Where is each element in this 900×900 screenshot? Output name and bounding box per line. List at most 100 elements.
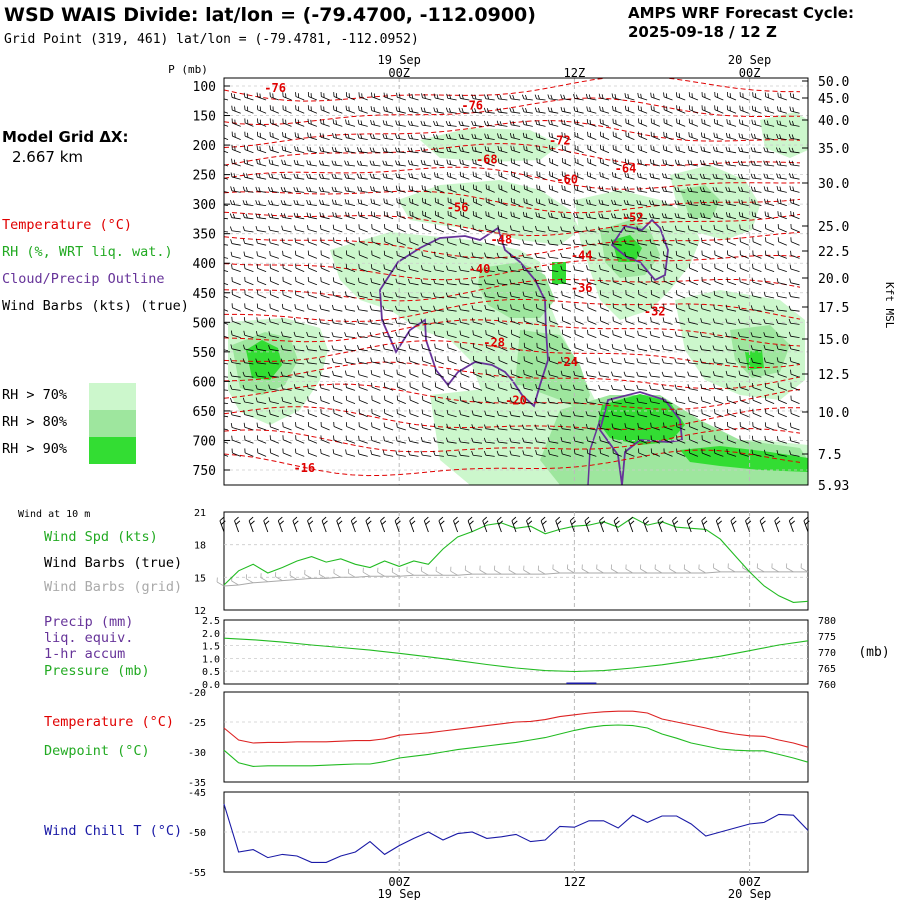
- wind-barb: [369, 173, 381, 180]
- wind-barb: [420, 107, 432, 114]
- wind-barb: [612, 118, 622, 127]
- wind-barb: [763, 318, 775, 325]
- wind-barb: [224, 320, 229, 325]
- wind-barb: [737, 345, 749, 352]
- wind-barb: [306, 345, 317, 352]
- wind-barb: [510, 197, 521, 206]
- true-wind-barb: [438, 516, 445, 533]
- wind-barb: [307, 92, 318, 101]
- wind-barb: [560, 370, 571, 378]
- wind-barb: [547, 212, 559, 220]
- wind-barb: [320, 448, 330, 457]
- wind-barb: [356, 173, 368, 180]
- wind-barb: [547, 384, 559, 391]
- bottom-time-tick-label: 00Z: [388, 875, 410, 889]
- wind-barb: [611, 93, 622, 101]
- grid-wind-barb: [727, 563, 736, 573]
- wind-barb: [713, 383, 724, 391]
- wind-barb: [485, 197, 495, 206]
- wind-barb: [408, 422, 419, 431]
- wind-barb: [243, 330, 254, 338]
- wind-barb: [224, 388, 229, 391]
- wind-barb: [738, 211, 749, 220]
- wind-barb: [548, 370, 559, 378]
- wind-barb: [561, 329, 572, 338]
- wind-barb: [282, 435, 292, 444]
- wind-barb: [701, 118, 711, 127]
- wind-barb: [752, 422, 762, 431]
- wind-barb: [752, 224, 762, 233]
- wind-barb: [536, 356, 546, 365]
- wind-barb: [739, 224, 749, 233]
- wind-barb: [649, 226, 660, 233]
- wind-barb: [472, 171, 483, 180]
- wind-barb: [648, 371, 660, 378]
- wind-barb: [674, 225, 686, 233]
- wind-barb: [420, 278, 432, 286]
- wind-barb: [509, 450, 521, 457]
- wind-barb: [790, 395, 800, 404]
- chart-title: WSD WAIS Divide: lat/lon = (-79.4700, -1…: [4, 4, 536, 26]
- wind-barb: [775, 318, 787, 325]
- wind-barb: [269, 263, 279, 272]
- wind-barb: [371, 92, 381, 101]
- wind-barb: [649, 384, 660, 391]
- wind-barb: [295, 250, 305, 259]
- wind-barb: [255, 200, 267, 206]
- wind-barb: [224, 361, 229, 365]
- wind-barb: [725, 199, 737, 206]
- wind-barb: [789, 198, 800, 206]
- wind-barb: [421, 356, 432, 365]
- wind-barb: [777, 224, 787, 233]
- wind-barb: [369, 147, 381, 154]
- wind-barb: [244, 303, 254, 312]
- wind10m-panel-title: Wind at 10 m: [18, 509, 91, 520]
- true-wind-barb: [263, 516, 270, 533]
- wind-barb: [598, 213, 610, 220]
- wind-barb: [662, 173, 673, 180]
- wind-barb: [224, 149, 229, 154]
- wind-barb: [650, 251, 660, 259]
- wind-barb: [509, 424, 521, 431]
- wind-barb: [344, 199, 356, 206]
- wind-barb: [739, 422, 749, 431]
- bottom-time-tick-label: 12Z: [564, 875, 586, 889]
- wind-barb: [751, 435, 762, 444]
- wind-barb: [725, 146, 737, 154]
- wind-barb: [790, 224, 800, 233]
- cross-section-panel-frame: [223, 77, 809, 486]
- wind-barb: [319, 370, 330, 378]
- wind-barb: [776, 278, 787, 286]
- wind-barb: [649, 358, 660, 365]
- wind-barb: [676, 263, 686, 272]
- legend-wind-speed: Wind Spd (kts): [44, 529, 158, 545]
- wind-barb: [409, 224, 419, 233]
- wind-barb: [396, 382, 406, 391]
- wind-barb: [358, 408, 368, 418]
- wind-barb: [549, 329, 559, 338]
- pressure-line: [223, 637, 809, 673]
- wind-barb: [483, 94, 495, 101]
- wind-barb: [331, 318, 343, 325]
- wind-barb: [561, 132, 572, 140]
- wind-barb: [281, 145, 292, 154]
- wind-barb: [790, 237, 800, 246]
- wind-barb: [307, 409, 318, 418]
- wind-barb: [433, 423, 444, 431]
- wind-barb: [650, 145, 660, 154]
- wind-barb: [547, 226, 559, 233]
- wind-barb: [587, 329, 597, 338]
- grid-wind-speed-line: [223, 571, 808, 587]
- wind-barb: [738, 133, 749, 140]
- wind-barb: [713, 396, 724, 404]
- true-wind-barb: [555, 516, 562, 533]
- wind-barb: [395, 436, 406, 444]
- legend-wind-barbs-true: Wind Barbs (true): [44, 555, 183, 571]
- wind-barb: [714, 277, 724, 286]
- wind-barb: [574, 158, 584, 167]
- wind-barb: [485, 369, 495, 378]
- wind-barb: [295, 435, 305, 444]
- wind-barb: [320, 421, 330, 431]
- wind-barb: [650, 276, 660, 286]
- wind-barb: [662, 317, 673, 325]
